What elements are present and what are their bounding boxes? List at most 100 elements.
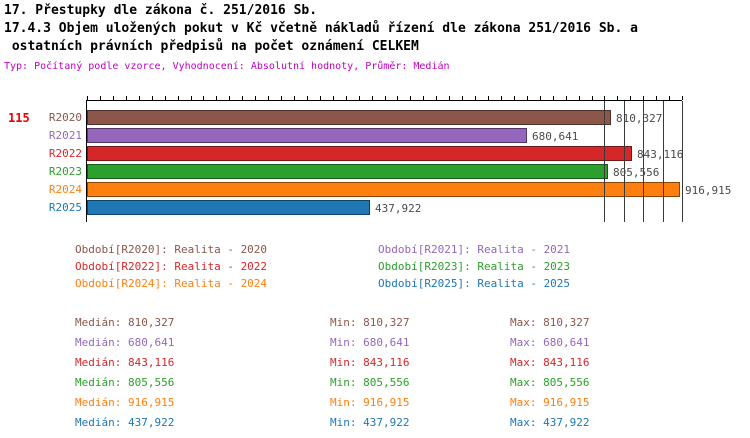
stat-min: Min: 805,556 [330, 376, 410, 389]
axis-tick [319, 96, 321, 100]
report-meta: Typ: Počítaný podle vzorce, Vyhodnocení:… [4, 61, 450, 72]
axis-tick [229, 96, 231, 100]
axis-tick [591, 96, 593, 100]
axis-tick [371, 96, 373, 100]
report-title-line1: 17. Přestupky dle zákona č. 251/2016 Sb. [4, 3, 318, 18]
axis-tick [345, 96, 347, 100]
axis-tick [358, 96, 360, 100]
axis-tick [203, 96, 205, 100]
chart-legend: Období[R2020]: Realita - 2020 Období[R202… [0, 243, 750, 295]
stat-max: Max: 680,641 [510, 336, 590, 349]
stat-max: Max: 437,922 [510, 416, 590, 429]
legend-item: Období[R2025]: Realita - 2025 [378, 277, 571, 290]
stat-median: Medián: 916,915 [75, 396, 175, 409]
bar-value-label: 916,915 [685, 184, 732, 197]
axis-gridline [663, 101, 664, 222]
axis-gridline [682, 101, 683, 222]
bar-chart-plot: R2020 810,327 R2021 680,641 R2022 843,116 R202… [49, 96, 731, 222]
category-label-r2021: R2021 [48, 129, 82, 142]
axis-tick [268, 96, 270, 100]
stat-median: Medián: 843,116 [75, 356, 175, 369]
category-label-r2025: R2025 [48, 201, 82, 214]
stat-min: Min: 916,915 [330, 396, 410, 409]
bar-value-label: 843,116 [637, 148, 684, 161]
axis-tick [410, 96, 412, 100]
bar-value-label: 810,327 [616, 112, 663, 125]
category-label-r2024: R2024 [48, 183, 82, 196]
stat-median: Medián: 810,327 [75, 316, 175, 329]
axis-tick [643, 96, 645, 100]
axis-tick [526, 96, 528, 100]
bar-r2022 [87, 146, 632, 161]
stats-table: Medián: 810,327 Min: 810,327 Max: 810,327 M… [0, 316, 750, 436]
bar-r2023 [87, 164, 608, 179]
axis-tick [151, 96, 153, 100]
axis-tick [552, 96, 554, 100]
axis-tick [500, 96, 502, 100]
axis-tick [449, 96, 451, 100]
axis-tick [112, 96, 114, 100]
axis-tick [216, 96, 218, 100]
axis-tick [617, 96, 619, 100]
axis-tick [630, 96, 632, 100]
stat-min: Min: 680,641 [330, 336, 410, 349]
axis-tick [682, 96, 683, 100]
axis-gridline [604, 101, 605, 222]
stat-median: Medián: 680,641 [75, 336, 175, 349]
axis-tick [255, 96, 257, 100]
legend-item: Období[R2021]: Realita - 2021 [378, 243, 571, 256]
legend-item: Období[R2024]: Realita - 2024 [75, 277, 268, 290]
bar-r2020 [87, 110, 611, 125]
axis-tick [669, 96, 671, 100]
axis-tick [177, 96, 179, 100]
axis-tick [475, 96, 476, 100]
axis-tick [138, 96, 140, 100]
stat-median: Medián: 437,922 [75, 416, 175, 429]
axis-tick [397, 96, 399, 100]
stat-max: Max: 916,915 [510, 396, 590, 409]
axis-tick [306, 96, 308, 100]
report-title-line2: 17.4.3 Objem uložených pokut v Kč včetně… [4, 21, 638, 36]
axis-tick [488, 96, 489, 100]
axis-gridline [643, 101, 644, 222]
stat-max: Max: 810,327 [510, 316, 590, 329]
axis-tick [242, 96, 244, 100]
category-label-r2023: R2023 [48, 165, 82, 178]
bar-r2021 [87, 128, 527, 143]
axis-tick [604, 96, 606, 100]
category-label-r2022: R2022 [48, 147, 82, 160]
axis-tick [294, 96, 295, 100]
axis-tick [565, 96, 567, 100]
stat-median: Medián: 805,556 [75, 376, 175, 389]
axis-tick [462, 96, 464, 100]
axis-tick [99, 96, 101, 100]
axis-tick [190, 96, 192, 100]
axis-tick [539, 96, 541, 100]
axis-tick [87, 96, 88, 100]
legend-item: Období[R2020]: Realita - 2020 [75, 243, 268, 256]
axis-tick [513, 96, 515, 100]
indicator-number: 115 [8, 111, 30, 125]
axis-tick [423, 96, 425, 100]
axis-tick [125, 96, 127, 100]
bar-value-label: 805,556 [613, 166, 660, 179]
stat-min: Min: 437,922 [330, 416, 410, 429]
axis-tick [332, 96, 334, 100]
axis-tick [578, 96, 580, 100]
stat-max: Max: 843,116 [510, 356, 590, 369]
category-label-r2020: R2020 [48, 111, 82, 124]
report-title-line3: ostatních právních předpisů na počet ozn… [4, 39, 419, 54]
bar-value-label: 680,641 [532, 130, 579, 143]
stat-min: Min: 843,116 [330, 356, 410, 369]
stat-min: Min: 810,327 [330, 316, 410, 329]
legend-item: Období[R2022]: Realita - 2022 [75, 260, 268, 273]
axis-tick [384, 96, 386, 100]
axis-tick [436, 96, 438, 100]
stat-max: Max: 805,556 [510, 376, 590, 389]
axis-tick [281, 96, 282, 100]
legend-item: Období[R2023]: Realita - 2023 [378, 260, 571, 273]
axis-gridline [624, 101, 625, 222]
axis-tick [164, 96, 166, 100]
bar-r2024 [87, 182, 680, 197]
bar-value-label: 437,922 [375, 202, 422, 215]
